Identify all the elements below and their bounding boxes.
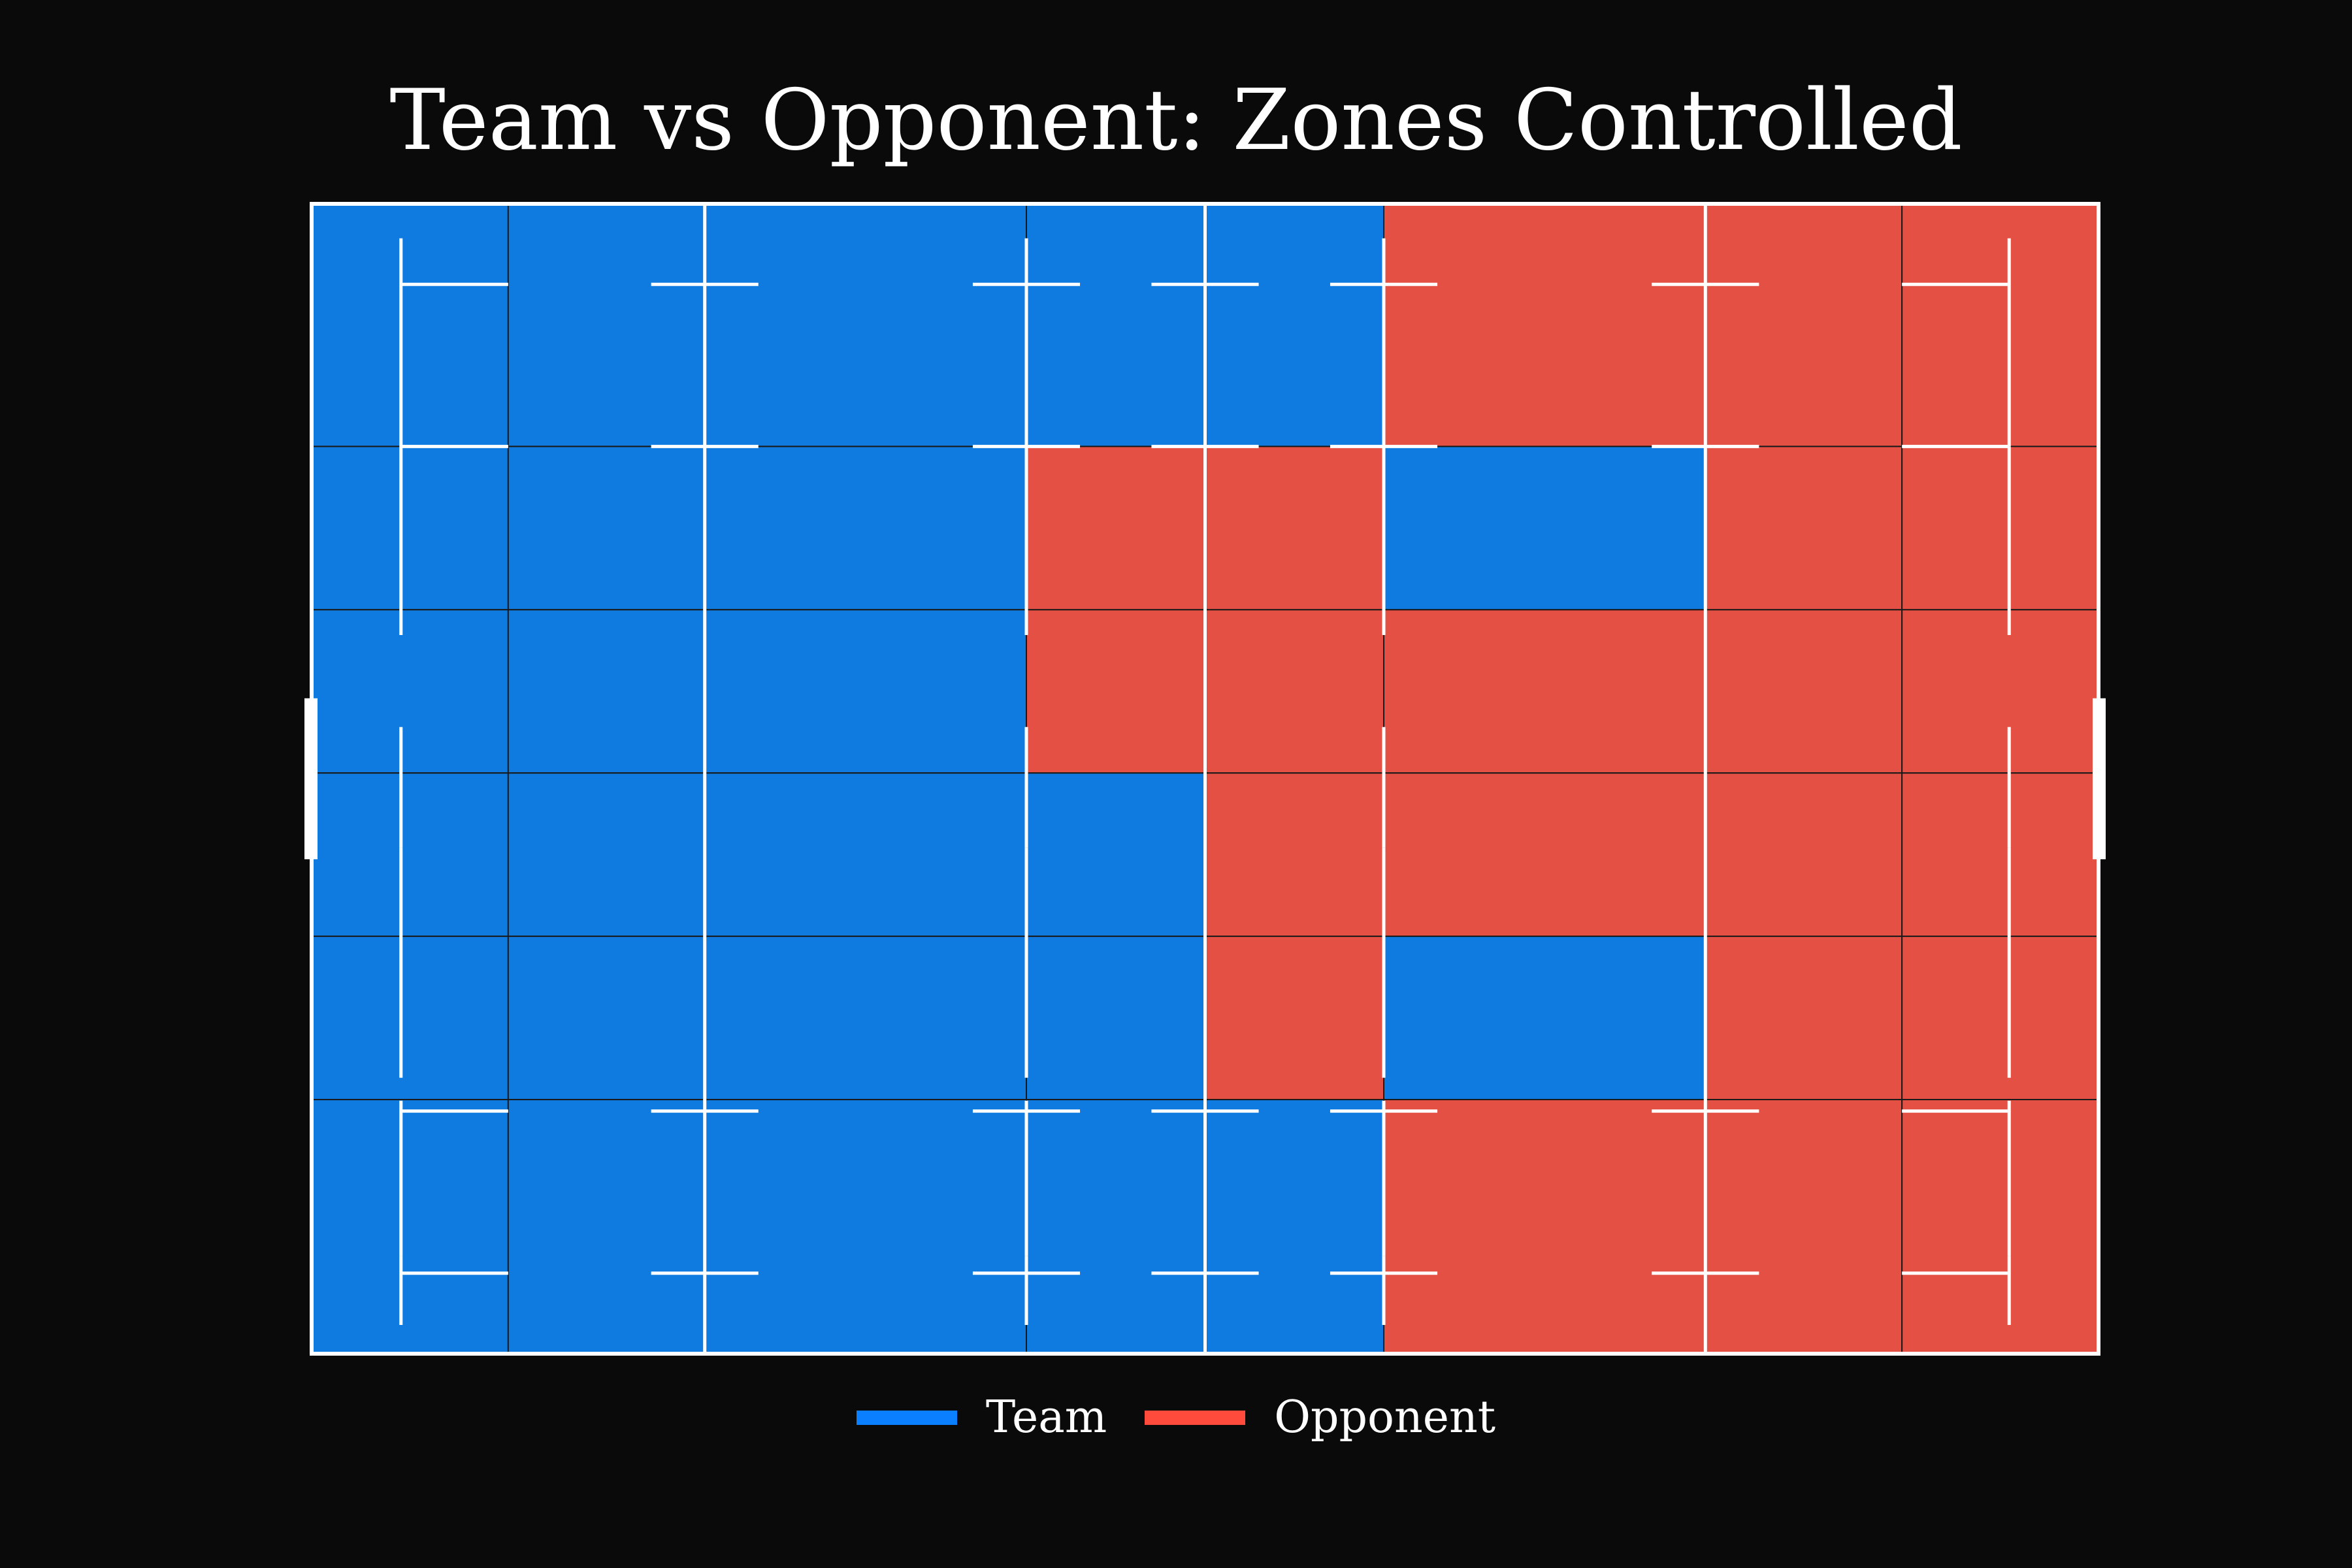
zone-cell-r5-c3 [1026,1099,1206,1355]
zone-cell-r3-c2 [704,772,1027,938]
zone-cell-r2-c3 [1026,609,1206,774]
zone-cell-r2-c0 [311,609,509,774]
zone-cell-r2-c7 [1901,609,2099,774]
zone-cell-r4-c1 [507,936,706,1101]
zone-cell-r1-c3 [1026,446,1206,611]
zone-cell-r0-c6 [1705,203,1903,448]
zone-cell-r3-c6 [1705,772,1903,938]
zone-cell-r2-c2 [704,609,1027,774]
chart-title: Team vs Opponent: Zones Controlled [389,72,1963,169]
zone-cell-r3-c3 [1026,772,1206,938]
zone-cell-r2-c1 [507,609,706,774]
zone-cell-r4-c7 [1901,936,2099,1101]
zone-cell-r0-c4 [1204,203,1384,448]
zone-cell-r4-c0 [311,936,509,1101]
zone-cell-r1-c6 [1705,446,1903,611]
legend-entry-team: Team [856,1392,1107,1444]
zone-cell-r2-c6 [1705,609,1903,774]
zone-cell-r3-c7 [1901,772,2099,938]
goal-left [304,698,318,860]
zone-cell-r3-c5 [1383,772,1707,938]
zone-cell-r0-c2 [704,203,1027,448]
legend-swatch-team [856,1411,957,1425]
zone-cell-r5-c0 [311,1099,509,1355]
zone-cell-r5-c6 [1705,1099,1903,1355]
legend-label-opponent: Opponent [1274,1392,1496,1443]
legend-label-team: Team [985,1392,1107,1443]
pitch-markings [304,202,2106,1356]
zone-cell-r1-c2 [704,446,1027,611]
zone-cell-r5-c7 [1901,1099,2099,1355]
zone-cell-r0-c1 [507,203,706,448]
zone-cell-r5-c1 [507,1099,706,1355]
legend: Team Opponent [0,1385,2352,1450]
zone-cell-r4-c5 [1383,936,1707,1101]
zone-cell-r4-c2 [704,936,1027,1101]
zone-cell-r0-c7 [1901,203,2099,448]
zone-cell-r3-c0 [311,772,509,938]
zone-cell-r1-c0 [311,446,509,611]
zone-cell-r3-c4 [1204,772,1384,938]
zone-cell-r5-c4 [1204,1099,1384,1355]
zone-cell-r5-c5 [1383,1099,1707,1355]
zone-cell-r1-c7 [1901,446,2099,611]
zone-cell-r4-c4 [1204,936,1384,1101]
zone-cell-r5-c2 [704,1099,1027,1355]
zone-cell-r0-c5 [1383,203,1707,448]
zone-cell-r1-c1 [507,446,706,611]
goal-right [2093,698,2106,860]
zone-cell-r2-c4 [1204,609,1384,774]
zone-cell-r0-c0 [311,203,509,448]
zone-cells [311,203,2099,1355]
zone-cell-r3-c1 [507,772,706,938]
legend-entry-opponent: Opponent [1145,1392,1495,1444]
zone-cell-r0-c3 [1026,203,1206,448]
zone-cell-r4-c6 [1705,936,1903,1101]
zone-cell-r4-c3 [1026,936,1206,1101]
zone-cell-r1-c4 [1204,446,1384,611]
zone-cell-r1-c5 [1383,446,1707,611]
legend-swatch-opponent [1145,1411,1246,1425]
zone-cell-r2-c5 [1383,609,1707,774]
